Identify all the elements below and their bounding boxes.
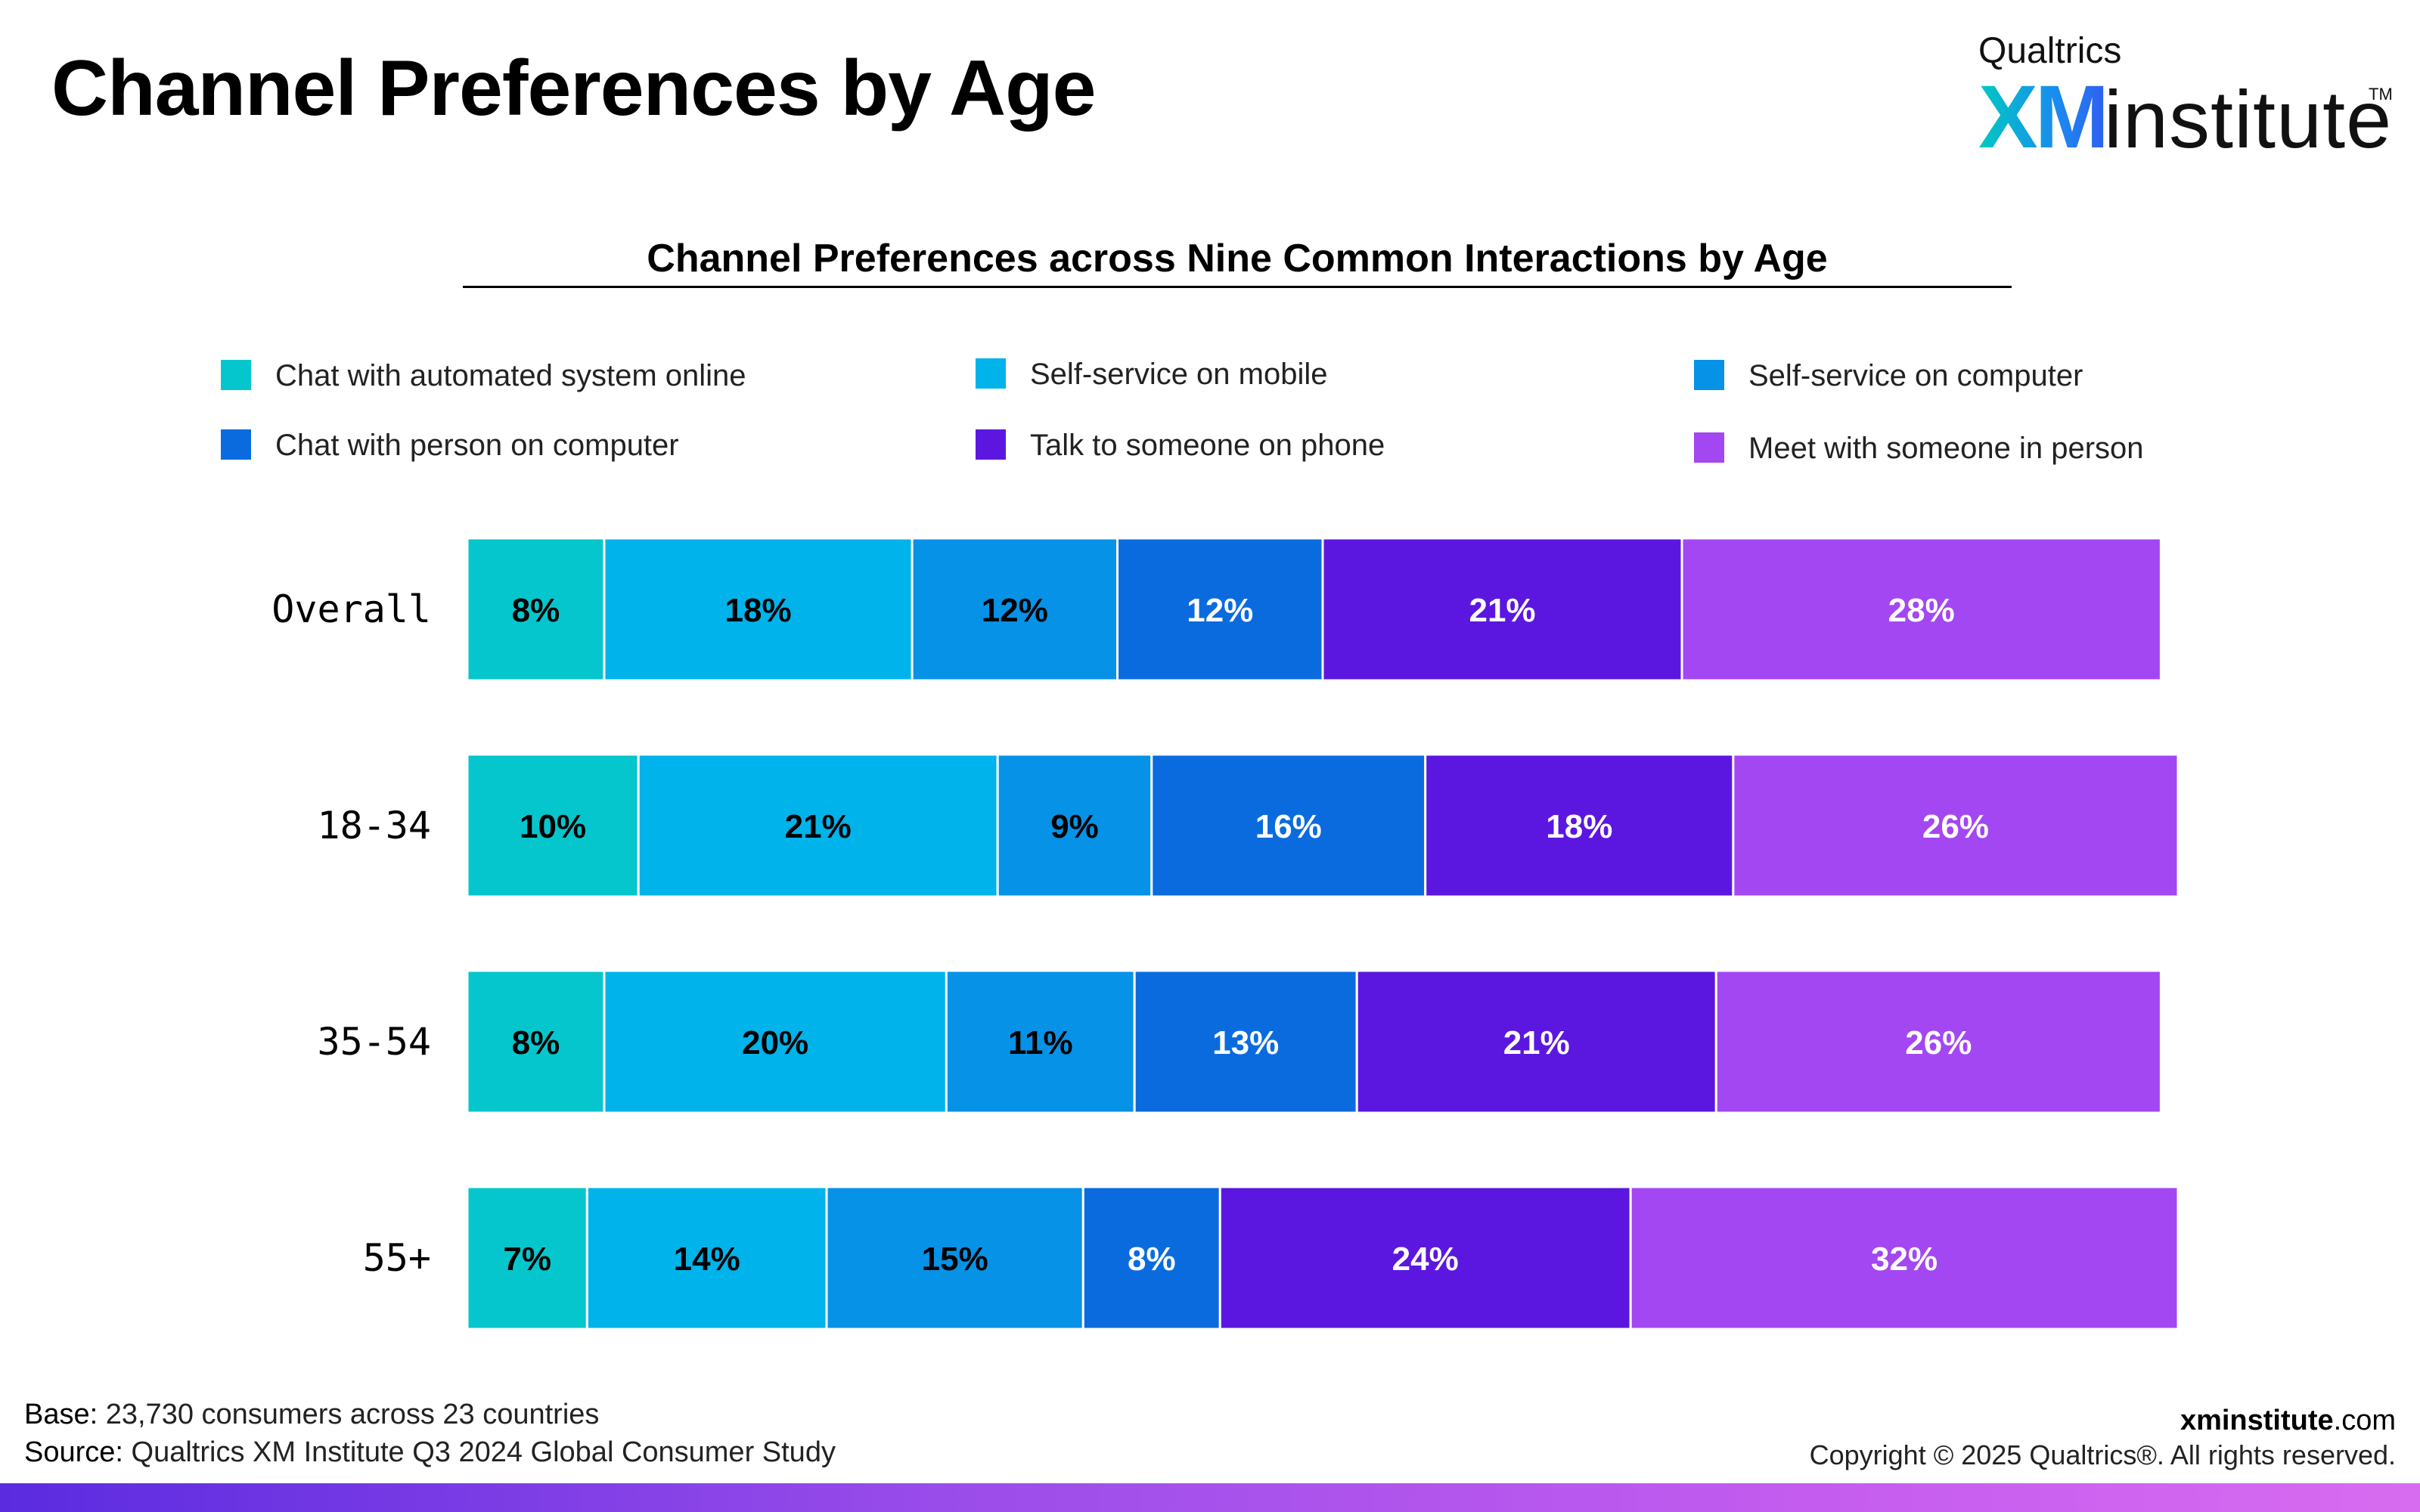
category-label: 18-34: [317, 804, 431, 847]
bar-segment: [1321, 537, 1683, 682]
bar-value-label: 15%: [922, 1241, 988, 1278]
bar-value-label: 24%: [1392, 1241, 1459, 1278]
bar-segment: [996, 753, 1153, 898]
bar-value-label: 20%: [742, 1024, 808, 1061]
base-text: 23,730 consumers across 23 countries: [98, 1399, 600, 1430]
bar-segment: [603, 537, 914, 682]
bar-value-label: 12%: [982, 592, 1048, 629]
bar-value-label: 8%: [512, 1024, 560, 1061]
bar-segment: [466, 1185, 588, 1331]
bar-segment: [466, 753, 640, 898]
bar-value-label: 12%: [1187, 592, 1253, 629]
bar-segment: [637, 753, 999, 898]
legend-label: Chat with automated system online: [275, 359, 746, 392]
bottom-gradient-bar: [0, 1483, 2420, 1512]
bar-value-label: 9%: [1050, 808, 1099, 845]
bar-value-label: 21%: [1469, 592, 1535, 629]
bar-value-label: 26%: [1922, 808, 1989, 845]
bar-value-label: 18%: [725, 592, 792, 629]
bar-value-label: 8%: [512, 592, 560, 629]
bar-segment: [1150, 753, 1427, 898]
bar-value-label: 10%: [520, 808, 586, 845]
bar-segment: [911, 537, 1119, 682]
legend-label: Talk to someone on phone: [1030, 429, 1385, 462]
source-text: Qualtrics XM Institute Q3 2024 Global Co…: [123, 1436, 836, 1468]
legend-label: Self-service on mobile: [1030, 358, 1328, 391]
bar-value-label: 16%: [1255, 808, 1322, 845]
legend-label: Chat with person on computer: [275, 429, 679, 462]
logo-tm-mark: TM: [2369, 85, 2393, 104]
bar-segment: [1355, 969, 1717, 1114]
bar-value-label: 21%: [1503, 1024, 1570, 1061]
bar-segment: [1629, 1185, 2180, 1331]
bar-value-label: 7%: [503, 1241, 551, 1278]
chart-title-underline: [463, 286, 2012, 288]
category-label: 55+: [363, 1236, 431, 1280]
bar-segment: [466, 969, 606, 1114]
bar-segment: [945, 969, 1136, 1114]
legend-swatch: [1694, 432, 1724, 463]
bar-value-label: 28%: [1888, 592, 1955, 629]
category-label: 35-54: [317, 1020, 431, 1064]
legend-label: Meet with someone in person: [1748, 432, 2144, 465]
bar-segment: [1732, 753, 2180, 898]
site-url-bold: xminstitute: [2180, 1405, 2334, 1436]
footer-notes: Base: 23,730 consumers across 23 countri…: [24, 1396, 836, 1471]
bar-segment: [1680, 537, 2162, 682]
bar-segment: [603, 969, 948, 1114]
site-url: xminstitute.com: [1810, 1403, 2396, 1438]
bar-segment: [466, 537, 606, 682]
source-note: Source: Qualtrics XM Institute Q3 2024 G…: [24, 1433, 836, 1471]
logo-xm-text: XM: [1978, 67, 2109, 167]
bar-segment: [1116, 537, 1324, 682]
bar-segment: [585, 1185, 828, 1331]
logo-qualtrics-text: Qualtrics: [1978, 31, 2122, 71]
legend-swatch: [976, 429, 1006, 460]
bar-value-label: 14%: [674, 1241, 740, 1278]
legend-label: Self-service on computer: [1748, 359, 2083, 392]
legend-swatch: [1694, 360, 1724, 390]
category-label: Overall: [271, 587, 431, 631]
bar-segment: [1081, 1185, 1221, 1331]
bar-value-label: 32%: [1871, 1241, 1938, 1278]
legend-swatch: [221, 429, 251, 460]
site-url-rest: .com: [2333, 1405, 2396, 1436]
bar-value-label: 11%: [1008, 1024, 1073, 1061]
bar-value-label: 21%: [785, 808, 852, 845]
logo-institute-text: institute: [2104, 73, 2393, 165]
source-label: Source:: [24, 1436, 123, 1468]
page-title: Channel Preferences by Age: [51, 45, 1096, 132]
legend-swatch: [221, 360, 251, 390]
chart-title: Channel Preferences across Nine Common I…: [647, 237, 1828, 280]
bar-value-label: 18%: [1546, 808, 1612, 845]
bar-segment: [1424, 753, 1735, 898]
base-note: Base: 23,730 consumers across 23 countri…: [24, 1396, 836, 1433]
footer-credits: xminstitute.com Copyright © 2025 Qualtri…: [1810, 1403, 2396, 1473]
base-label: Base:: [24, 1399, 98, 1430]
legend-swatch: [976, 358, 1006, 389]
bar-segment: [1218, 1185, 1632, 1331]
bar-segment: [825, 1185, 1084, 1331]
copyright-text: Copyright © 2025 Qualtrics®. All rights …: [1809, 1439, 2396, 1470]
bar-value-label: 13%: [1212, 1024, 1279, 1061]
bar-segment: [1714, 969, 2162, 1114]
bar-value-label: 8%: [1128, 1241, 1176, 1278]
xm-institute-logo: Qualtrics XM institute TM: [1978, 30, 2393, 162]
bar-value-label: 26%: [1905, 1024, 1972, 1061]
bar-segment: [1133, 969, 1358, 1114]
